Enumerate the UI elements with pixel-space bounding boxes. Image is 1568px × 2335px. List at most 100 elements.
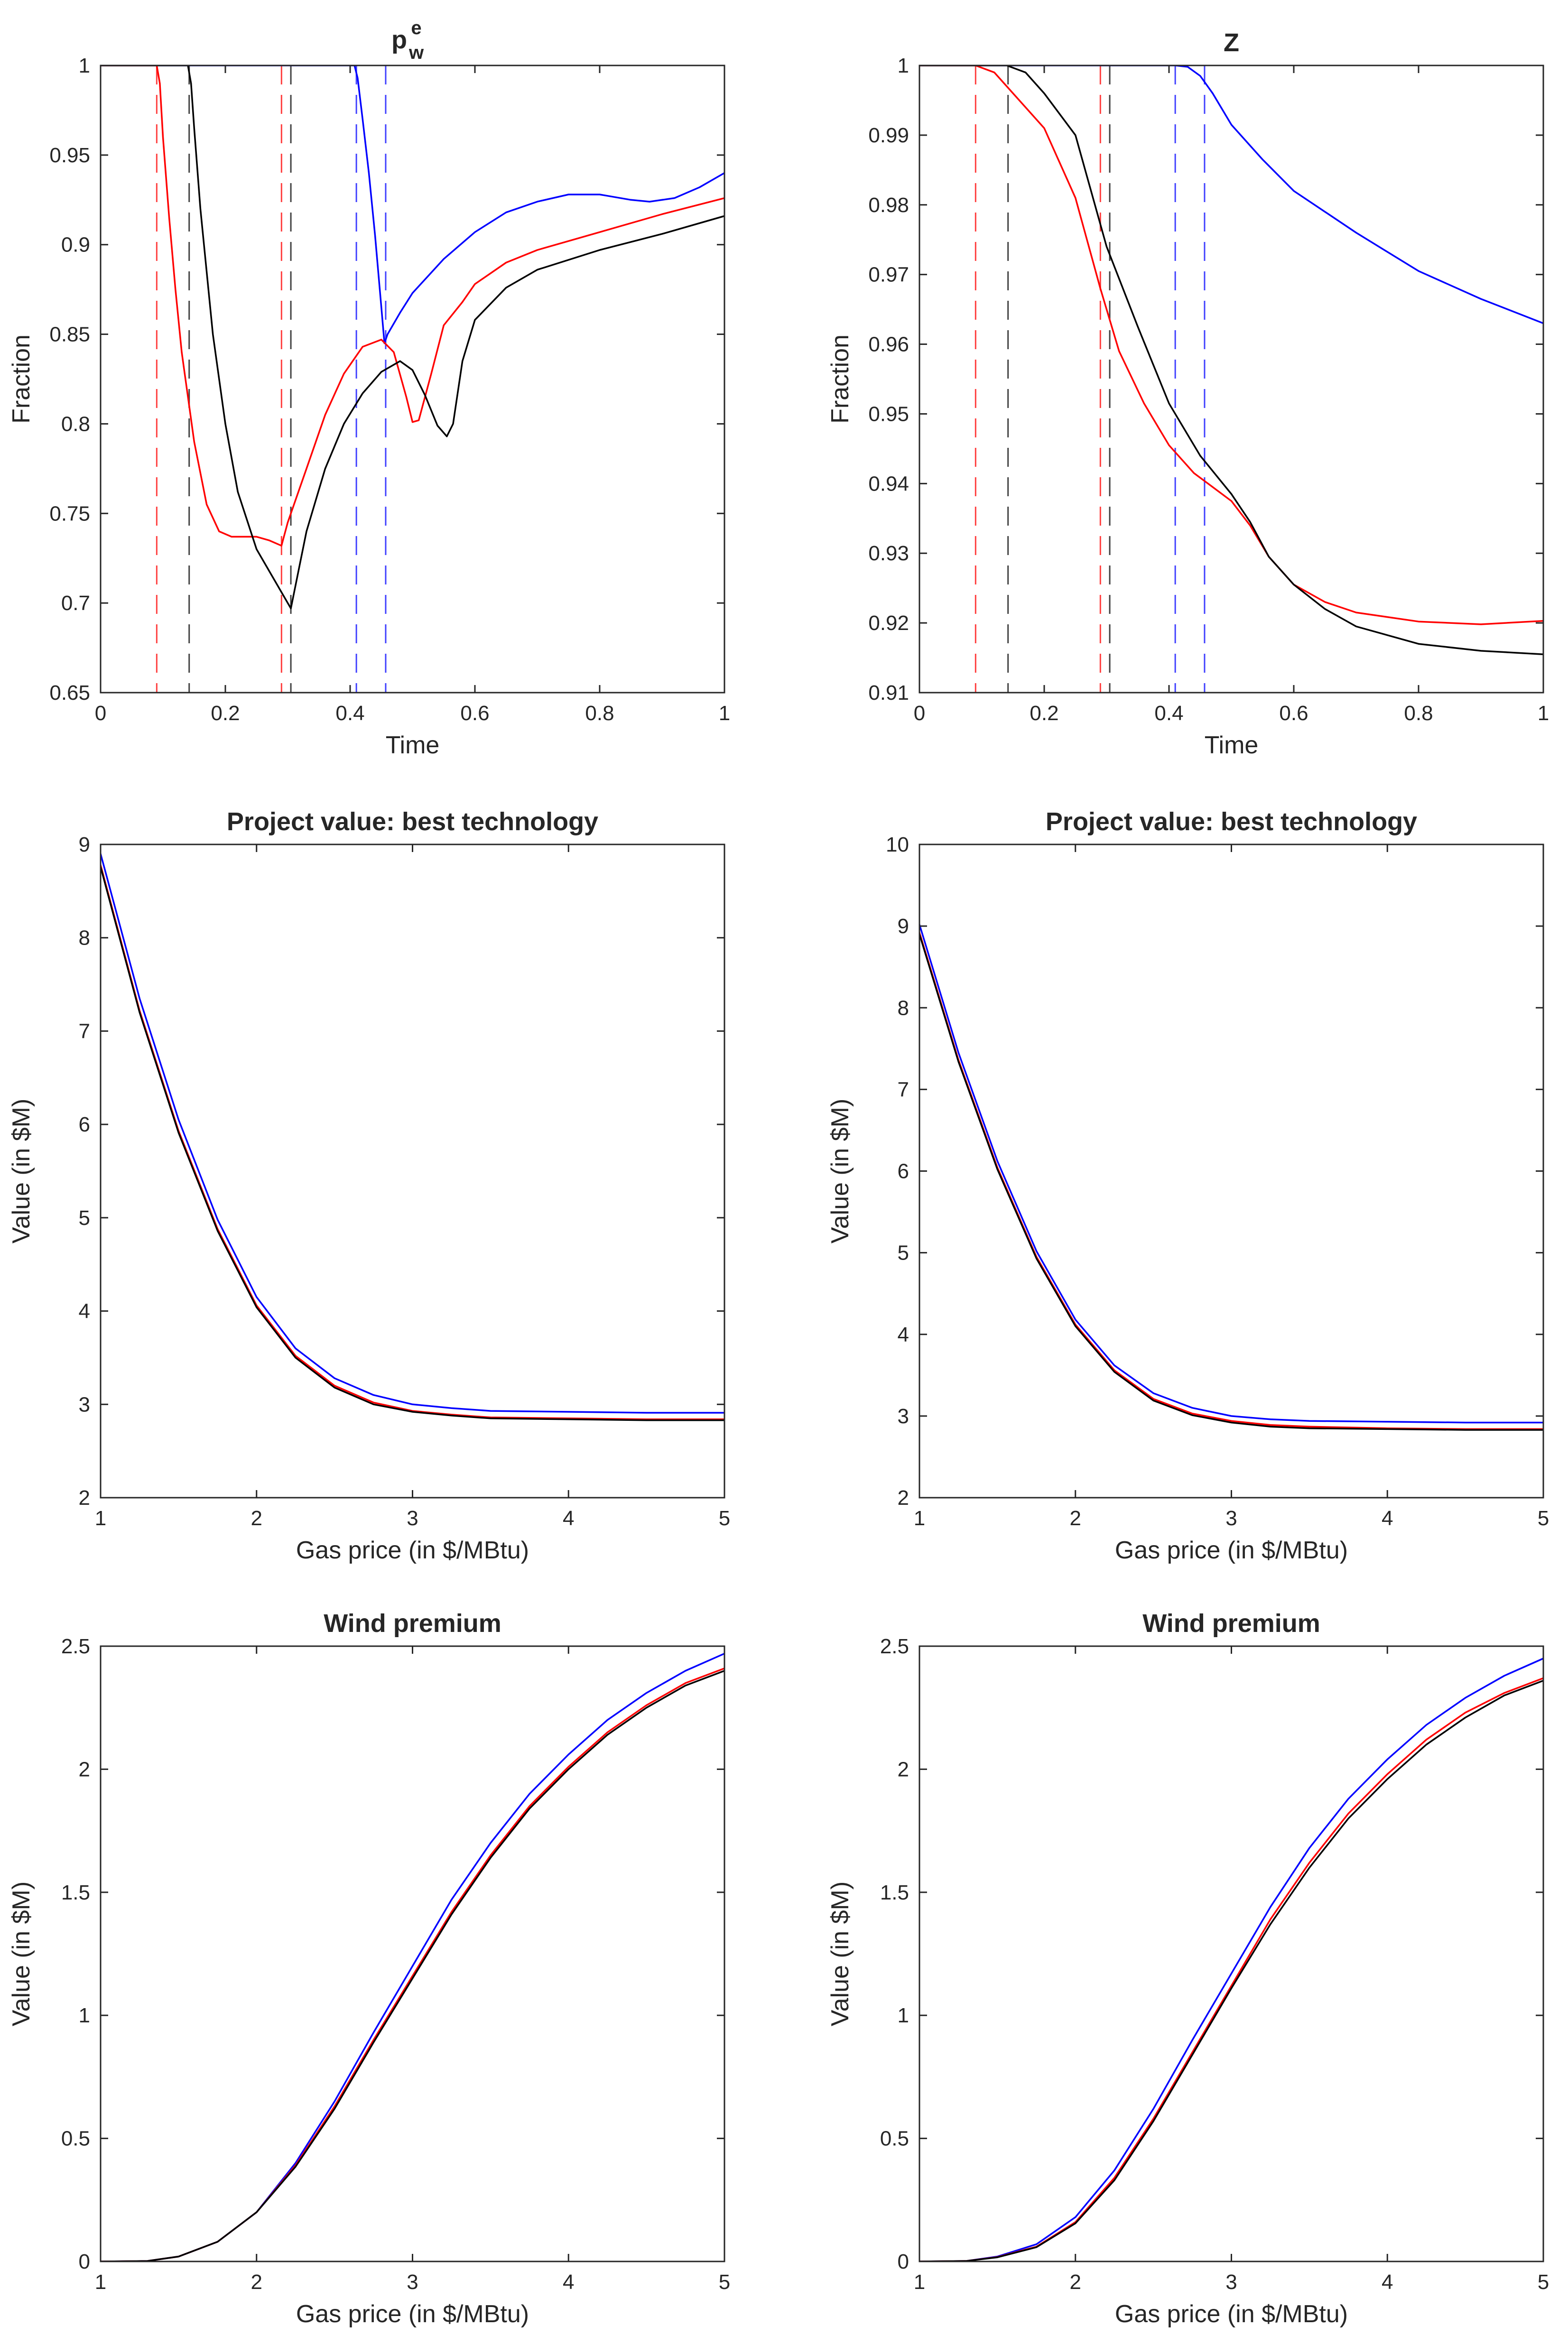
p3-xlabel: Gas price (in $/MBtu) bbox=[296, 1537, 529, 1564]
p2-series-blue bbox=[919, 65, 1543, 324]
p4-xtick-label: 5 bbox=[1538, 1507, 1549, 1530]
p2-xtick-label: 1 bbox=[1538, 702, 1549, 725]
p6-ytick-label: 0 bbox=[898, 2250, 909, 2273]
p4-ytick-label: 8 bbox=[898, 996, 909, 1019]
p4-ytick-label: 6 bbox=[898, 1160, 909, 1183]
p3-ytick-label: 5 bbox=[79, 1206, 90, 1230]
p2-ytick-label: 0.93 bbox=[868, 542, 909, 565]
p2-ylabel: Fraction bbox=[826, 334, 854, 424]
p2-xtick-label: 0.8 bbox=[1404, 702, 1433, 725]
p3-xtick-label: 2 bbox=[251, 1507, 262, 1530]
p1-series-black bbox=[101, 65, 724, 610]
p1-ytick-label: 0.7 bbox=[61, 592, 90, 615]
p5-series-black bbox=[101, 1670, 724, 2261]
p1-xlabel: Time bbox=[386, 732, 440, 759]
p3-xtick-label: 1 bbox=[95, 1507, 106, 1530]
p5-ytick-label: 0 bbox=[79, 2250, 90, 2273]
p2-ytick-label: 0.95 bbox=[868, 402, 909, 426]
p1-ylabel: Fraction bbox=[8, 334, 35, 424]
p5-ytick-label: 2 bbox=[79, 1758, 90, 1781]
p5-xlabel: Gas price (in $/MBtu) bbox=[296, 2300, 529, 2328]
p6-xtick-label: 2 bbox=[1070, 2270, 1081, 2294]
p1-ytick-label: 1 bbox=[79, 54, 90, 77]
p3-ytick-label: 9 bbox=[79, 833, 90, 856]
p6-ytick-label: 2.5 bbox=[880, 1635, 909, 1658]
p6-ytick-label: 2 bbox=[898, 1758, 909, 1781]
p2-ytick-label: 0.96 bbox=[868, 333, 909, 356]
p2-panel: 0 0.2 0.4 0.6 0.8 1 0.91 0.92 0.93 0.94 0.95 0.96 0.… bbox=[826, 28, 1549, 759]
p3-series-black bbox=[101, 866, 724, 1421]
p4-xlabel: Gas price (in $/MBtu) bbox=[1115, 1537, 1348, 1564]
panels: 0 0.2 0.4 0.6 0.8 10.650.70.750.80.850.90.951… bbox=[8, 18, 1549, 2328]
p5-ylabel: Value (in $M) bbox=[8, 1881, 35, 2026]
p5-ytick-label: 1 bbox=[79, 2004, 90, 2027]
p2-xtick-label: 0 bbox=[914, 702, 925, 725]
p6-ytick-label: 1 bbox=[898, 2004, 909, 2027]
p6-ytick-label: 1.5 bbox=[880, 1881, 909, 1904]
p3-ytick-label: 8 bbox=[79, 927, 90, 950]
p1-axes-frame bbox=[100, 65, 725, 694]
p6-title: Wind premium bbox=[1142, 1609, 1320, 1638]
p1-xtick-label: 0.8 bbox=[585, 702, 614, 725]
p5-xtick-label: 5 bbox=[719, 2270, 730, 2294]
p6-series-blue bbox=[919, 1658, 1543, 2261]
p2-series-red bbox=[919, 65, 1543, 625]
p4-ytick-label: 4 bbox=[898, 1323, 909, 1346]
p5-xtick-label: 4 bbox=[563, 2270, 574, 2294]
p6-series-black bbox=[919, 1679, 1543, 2261]
p3-xtick-label: 5 bbox=[719, 1507, 730, 1530]
p5-panel: 1 2 3 4 5 0 0.5 1 1.5 2 2.5 Gas price (in $/MBtu) Va… bbox=[8, 1609, 730, 2328]
p2-ytick-label: 0.92 bbox=[868, 612, 909, 635]
p3-ytick-label: 2 bbox=[79, 1486, 90, 1510]
p1-ytick-label: 0.8 bbox=[61, 412, 90, 435]
p3-ylabel: Value (in $M) bbox=[8, 1099, 35, 1243]
p1-xtick-label: 1 bbox=[719, 702, 730, 725]
p3-ytick-label: 3 bbox=[79, 1393, 90, 1416]
p6-xtick-label: 1 bbox=[914, 2270, 925, 2294]
p3-xtick-label: 3 bbox=[407, 1507, 418, 1530]
p2-xtick-label: 0.2 bbox=[1030, 702, 1058, 725]
p1-title-subscript: w bbox=[408, 42, 424, 63]
p5-title: Wind premium bbox=[324, 1609, 501, 1638]
p4-ytick-label: 7 bbox=[898, 1078, 909, 1101]
p5-xtick-label: 3 bbox=[407, 2270, 418, 2294]
p1-xtick-label: 0 bbox=[95, 702, 106, 725]
p6-xtick-label: 3 bbox=[1225, 2270, 1237, 2294]
p6-ytick-label: 0.5 bbox=[880, 2127, 909, 2150]
p1-ytick-label: 0.75 bbox=[49, 502, 90, 525]
p5-xtick-label: 1 bbox=[95, 2270, 106, 2294]
p1-title-superscript: e bbox=[411, 18, 421, 38]
p2-ytick-label: 0.97 bbox=[868, 263, 909, 287]
p5-ytick-label: 2.5 bbox=[61, 1635, 90, 1658]
p1-xtick-label: 0.6 bbox=[460, 702, 489, 725]
p1-series-blue bbox=[101, 65, 724, 344]
p1-title: p bbox=[391, 26, 407, 54]
p4-ytick-label: 9 bbox=[898, 915, 909, 938]
p5-ytick-label: 1.5 bbox=[61, 1881, 90, 1904]
p2-series-black bbox=[919, 65, 1543, 655]
p2-ytick-label: 0.99 bbox=[868, 124, 909, 147]
p6-ylabel: Value (in $M) bbox=[826, 1881, 854, 2026]
p1-series-red bbox=[101, 65, 724, 547]
p1-ytick-label: 0.9 bbox=[61, 233, 90, 257]
p6-xtick-label: 5 bbox=[1538, 2270, 1549, 2294]
p5-ytick-label: 0.5 bbox=[61, 2127, 90, 2150]
p6-xtick-label: 4 bbox=[1382, 2270, 1393, 2294]
p1-xtick-label: 0.4 bbox=[335, 702, 364, 725]
p2-ytick-label: 1 bbox=[898, 54, 909, 77]
p4-series-blue bbox=[919, 923, 1543, 1424]
p5-xtick-label: 2 bbox=[251, 2270, 262, 2294]
p4-ytick-label: 10 bbox=[886, 833, 909, 856]
p1-xtick-label: 0.2 bbox=[211, 702, 240, 725]
p2-axes-frame bbox=[919, 65, 1544, 694]
p2-xlabel: Time bbox=[1205, 732, 1259, 759]
p4-ytick-label: 3 bbox=[898, 1405, 909, 1428]
p2-ytick-label: 0.98 bbox=[868, 194, 909, 217]
p3-ytick-label: 7 bbox=[79, 1019, 90, 1043]
p4-xtick-label: 1 bbox=[914, 1507, 925, 1530]
p4-xtick-label: 3 bbox=[1225, 1507, 1237, 1530]
p4-xtick-label: 2 bbox=[1070, 1507, 1081, 1530]
p4-title: Project value: best technology bbox=[1046, 807, 1417, 836]
